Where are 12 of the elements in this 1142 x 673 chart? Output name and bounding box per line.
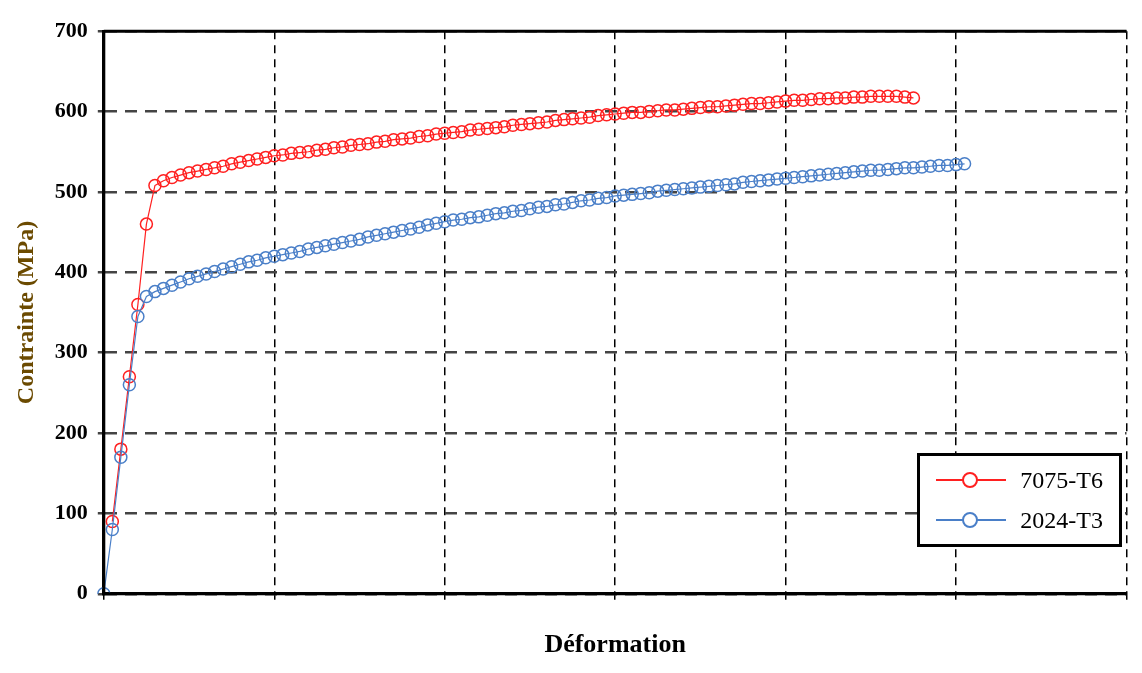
y-tick-label: 400 (54, 258, 88, 283)
y-tick-label: 300 (54, 338, 88, 364)
legend-label: 7075-T6 (1020, 466, 1103, 494)
y-tick-label: 200 (54, 418, 88, 444)
y-tick-label: 600 (54, 97, 88, 123)
legend-label: 2024-T3 (1020, 506, 1103, 534)
x-axis-title: Déformation (544, 629, 687, 659)
y-tick-label: 700 (54, 16, 88, 42)
y-tick-label: 100 (54, 499, 88, 525)
y-axis-title: Contrainte (MPa) (11, 220, 38, 405)
y-tick-label: 500 (54, 177, 88, 203)
y-tick-label: 0 (76, 579, 88, 605)
